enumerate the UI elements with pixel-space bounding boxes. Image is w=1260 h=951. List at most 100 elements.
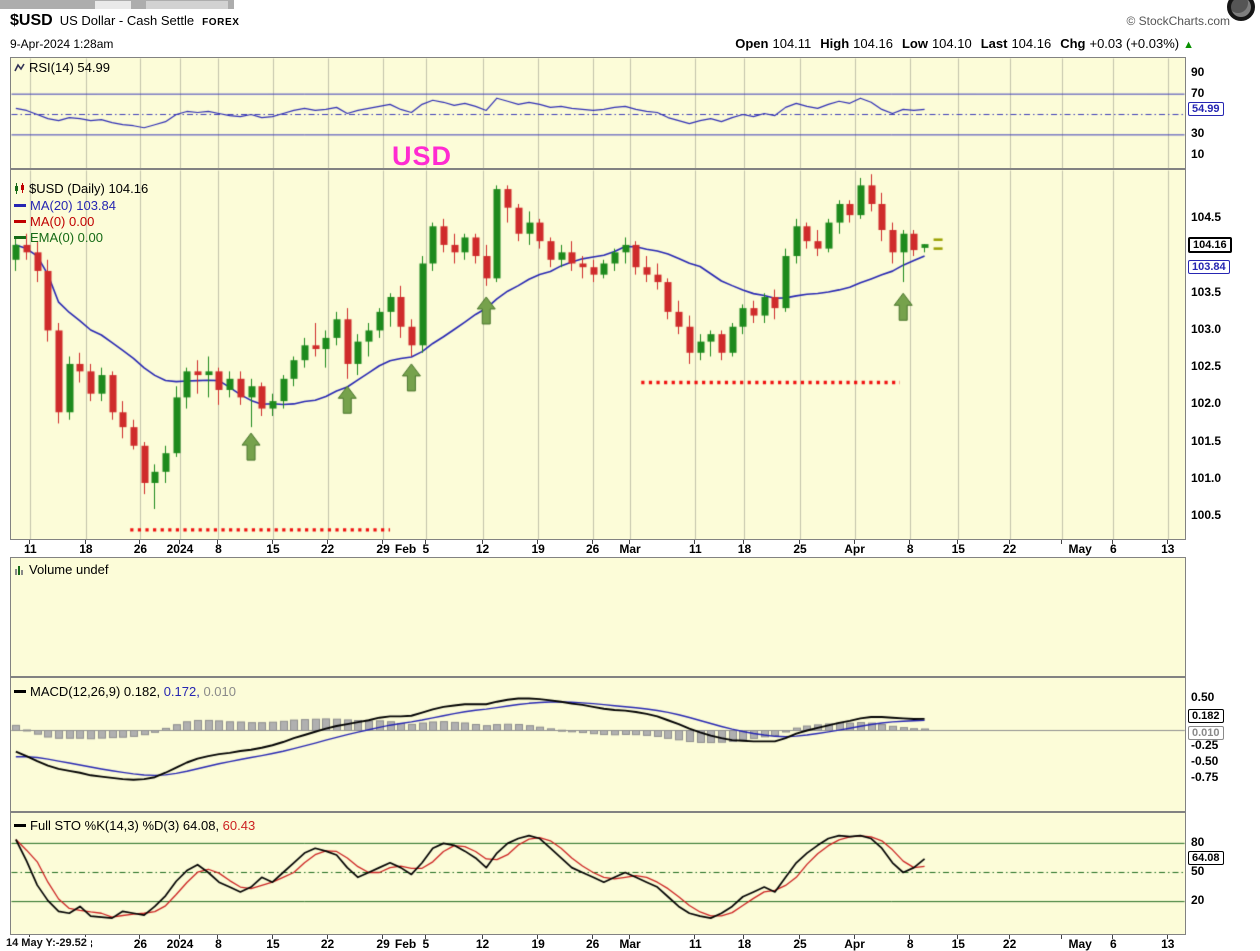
indicator-icon (14, 62, 25, 73)
x-tick-mark (694, 540, 696, 544)
y-tick-label: 103.0 (1191, 321, 1222, 336)
x-tick-label: 8 (215, 542, 222, 556)
x-tick-mark (481, 540, 483, 544)
y-tick-label: 104.5 (1191, 210, 1222, 225)
x-tick-mark (481, 935, 483, 939)
legend-text: MACD(12,26,9) 0.182, (30, 684, 161, 699)
x-tick-label: 6 (1109, 937, 1117, 951)
rsi-legend-text: RSI(14) 54.99 (29, 60, 110, 75)
x-tick-label: 22 (1002, 937, 1017, 951)
x-tick-label: Mar (619, 542, 641, 556)
x-tick-label: Apr (844, 542, 865, 556)
x-tick-label: 15 (951, 937, 965, 951)
x-tick-mark (424, 935, 426, 939)
y-tick-label: -0.25 (1191, 738, 1219, 752)
x-tick-label: 26 (585, 937, 600, 951)
x-tick-label: 22 (320, 937, 335, 951)
usd-text-annotation: USD (392, 141, 453, 171)
x-tick-mark (629, 540, 631, 544)
x-tick-mark (271, 935, 273, 939)
y-tick-label: 70 (1191, 85, 1205, 100)
x-tick-label: 2024 (166, 542, 194, 556)
y-tick-label: 0.50 (1191, 690, 1215, 704)
x-tick-mark (326, 935, 328, 939)
x-tick-label: 8 (906, 937, 914, 951)
candlestick-icon (14, 183, 25, 194)
stochastic-line-icon (14, 824, 26, 827)
chart-header-row: $USD US Dollar - Cash Settle FOREX © Sto… (10, 12, 1255, 30)
last-label: Last (980, 36, 1008, 51)
legend-text: Volume undef (29, 562, 109, 577)
ma20-legend: MA(20) 103.84 (14, 198, 116, 213)
x-tick-label: 13 (1161, 542, 1175, 556)
ma0-legend-text: MA(0) 0.00 (30, 214, 94, 229)
y-tick-label: 90 (1191, 65, 1205, 80)
x-tick-mark (271, 540, 273, 544)
symbol-description: US Dollar - Cash Settle (59, 13, 195, 28)
macd-hist-value-badge: 0.010 (1188, 726, 1224, 740)
low-value: 104.10 (931, 36, 972, 51)
x-tick-label: 15 (266, 542, 280, 556)
x-tick-label: 5 (422, 542, 430, 556)
x-tick-mark (382, 935, 384, 939)
last-price-badge: 104.16 (1188, 237, 1232, 253)
y-tick-label: -0.50 (1191, 754, 1219, 768)
y-tick-label: 101.0 (1191, 470, 1222, 485)
x-tick-label: 26 (133, 542, 148, 556)
change-up-arrow-icon: ▲ (1183, 39, 1194, 51)
rsi-chart-canvas (11, 58, 1185, 168)
x-tick-label: 11 (688, 937, 702, 951)
chart-datetime: 9-Apr-2024 1:28am (10, 37, 114, 51)
x-tick-mark (799, 935, 801, 939)
x-tick-mark (1060, 540, 1062, 544)
open-value: 104.11 (772, 36, 812, 51)
y-tick-label: 103.5 (1191, 284, 1222, 299)
macd-chart-canvas (11, 678, 1185, 811)
price-panel (10, 169, 1186, 540)
x-tick-mark (909, 935, 911, 939)
x-tick-label: 25 (793, 937, 807, 951)
y-tick-label: 100.5 (1191, 507, 1222, 522)
x-tick-label: 29 (376, 937, 390, 951)
y-tick-label: 102.5 (1191, 359, 1222, 374)
x-tick-mark (217, 540, 219, 544)
corner-widget-icon[interactable] (1227, 0, 1255, 21)
x-tick-label: 6 (1109, 542, 1117, 556)
x-tick-mark (694, 935, 696, 939)
x-tick-label: 15 (951, 542, 965, 556)
ma20-line-icon (14, 204, 26, 207)
x-tick-mark (139, 540, 141, 544)
y-tick-label: 30 (1191, 126, 1205, 141)
x-tick-label: 15 (266, 937, 280, 951)
open-label: Open (735, 36, 769, 51)
y-tick-label: 10 (1191, 146, 1205, 161)
x-tick-label: May (1068, 542, 1092, 556)
x-tick-mark (853, 540, 855, 544)
y-tick-label: 50 (1191, 863, 1205, 878)
x-tick-label: 12 (475, 542, 490, 556)
x-tick-label: 26 (133, 937, 148, 951)
x-tick-mark (84, 540, 86, 544)
x-tick-mark (743, 540, 745, 544)
ma0-legend: MA(0) 0.00 (14, 214, 94, 229)
x-tick-mark (957, 540, 959, 544)
copyright: © StockCharts.com (1126, 14, 1230, 28)
x-tick-mark (537, 540, 539, 544)
x-tick-label: 19 (531, 937, 545, 951)
x-tick-mark (1008, 935, 1010, 939)
legend-text: 0.172, (160, 684, 200, 699)
quote-strip: Open 104.11 High 104.16 Low 104.10 Last 104.16 C… (726, 36, 1260, 51)
x-tick-label: 8 (906, 542, 914, 556)
x-axis-bottom: 11182620248152229Feb5121926Mar111825Apr8… (0, 935, 1260, 951)
x-tick-mark (957, 935, 959, 939)
x-tick-mark (29, 540, 31, 544)
high-value: 104.16 (853, 36, 893, 51)
x-tick-mark (1112, 935, 1114, 939)
x-tick-mark (326, 540, 328, 544)
legend-text: MA(20) 103.84 (30, 198, 116, 213)
x-tick-label: 11 (23, 542, 37, 556)
x-tick-label: 18 (79, 542, 93, 556)
ema0-legend: EMA(0) 0.00 (14, 230, 103, 245)
browser-chrome-fragment (0, 0, 234, 9)
